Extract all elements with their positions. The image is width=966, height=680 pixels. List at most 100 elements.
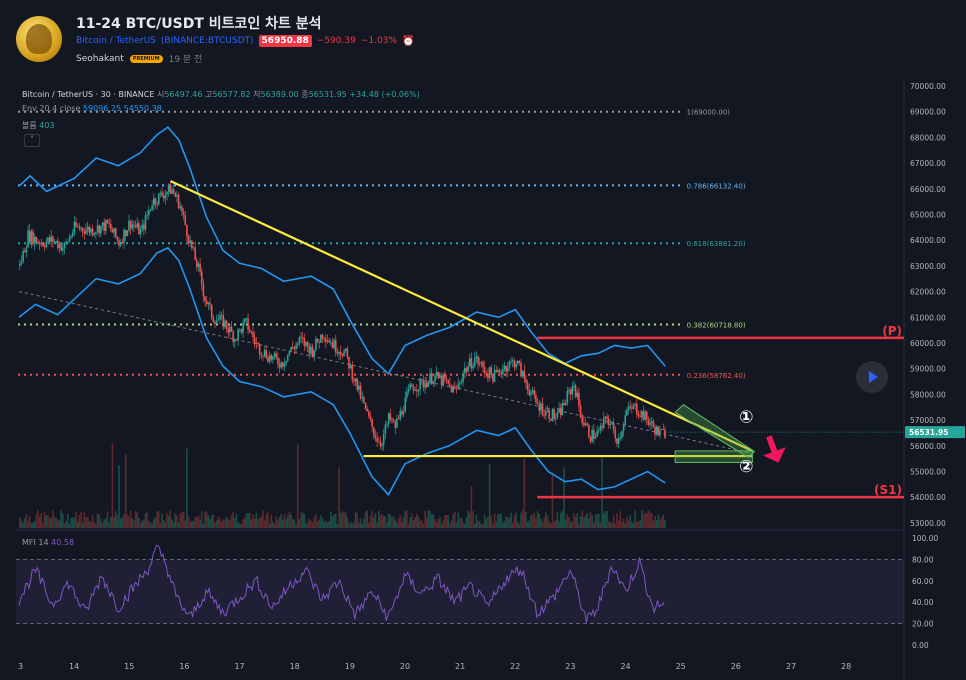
volume-bar (40, 513, 43, 528)
candle-body (169, 184, 172, 194)
alarm-clock-icon[interactable]: ⏰ (402, 35, 415, 47)
volume-bar (525, 512, 527, 528)
time-tick-label: 27 (786, 662, 796, 671)
volume-bar (597, 513, 600, 528)
candle-body (382, 433, 385, 445)
volume-bar (493, 513, 496, 528)
candle-body (597, 430, 600, 432)
candle-body (156, 203, 158, 205)
volume-bar (516, 521, 519, 528)
play-button[interactable] (856, 361, 888, 393)
volume-bar (368, 523, 370, 528)
volume-bar (533, 513, 536, 528)
volume-bar (475, 515, 478, 528)
candle-body (553, 409, 555, 419)
volume-bar (391, 516, 393, 528)
chevron-up-icon[interactable]: ˄ (24, 134, 40, 147)
candle-body (237, 329, 239, 340)
symbol-name-link[interactable]: Bitcoin / TetherUS (76, 36, 156, 46)
volume-bar (108, 522, 110, 528)
volume-bar (88, 520, 91, 528)
chart-area[interactable]: 70000.00 69000.00 68000.00 67000.00 66000.00… (16, 82, 966, 680)
candle-body (591, 429, 593, 442)
exchange-symbol-link[interactable]: (BINANCE:BTCUSDT) (160, 36, 254, 46)
candle-body (583, 422, 585, 426)
price-tick-label: 59000.00 (910, 365, 946, 374)
candle-body (134, 225, 137, 228)
volume-bar (182, 511, 185, 528)
candle-body (506, 367, 509, 372)
volume-bar (612, 515, 615, 528)
volume-bar (220, 521, 223, 528)
candle-body (245, 318, 248, 319)
volume-bar (144, 513, 147, 528)
candle-body (166, 191, 168, 195)
candle-body (121, 242, 124, 243)
volume-bar (459, 517, 461, 528)
last-price-tag (905, 426, 965, 439)
candle-body (151, 205, 153, 210)
candle-body (511, 360, 514, 362)
volume-bar (478, 520, 481, 528)
candle-body (346, 348, 349, 357)
volume-bar (28, 516, 31, 528)
volume-bar (111, 443, 114, 528)
mfi-value: 40.58 (51, 538, 75, 547)
volume-bar (78, 514, 81, 528)
candle-body (263, 350, 266, 356)
volume-bar (103, 519, 105, 528)
author-name[interactable]: Seohakant (76, 53, 124, 64)
volume-bar (329, 511, 332, 528)
volume-bar (286, 515, 289, 528)
volume-bar (401, 521, 403, 528)
volume-bar (384, 516, 387, 528)
time-tick-label: 21 (455, 662, 465, 671)
candle-body (143, 224, 145, 230)
volume-bar (452, 513, 455, 528)
env-lower-value: 54550.38 (123, 104, 162, 113)
volume-value: 403 (39, 121, 55, 130)
candle-body (229, 326, 231, 333)
price-chart-svg[interactable]: 70000.00 69000.00 68000.00 67000.00 66000.00… (16, 82, 966, 680)
env-label: Env 20.4 close (22, 104, 81, 113)
candle-body (243, 318, 246, 323)
candle-body (265, 350, 268, 359)
candle-body (52, 236, 54, 242)
volume-bar (93, 522, 96, 528)
candle-body (361, 397, 364, 399)
volume-bar (243, 517, 246, 528)
candle-body (179, 206, 182, 209)
candle-body (33, 236, 36, 245)
candle-body (614, 429, 617, 439)
price-tick-label: 68000.00 (910, 133, 946, 142)
candle-body (96, 225, 99, 233)
main-legend: Bitcoin / TetherUS · 30 · BINANCE 시56497… (22, 89, 420, 100)
candle-body (326, 340, 329, 342)
volume-bar (434, 519, 436, 528)
volume-bar (417, 516, 420, 528)
candle-body (637, 414, 640, 417)
candle-body (429, 373, 431, 382)
volume-bar (71, 517, 74, 528)
volume-bar (588, 518, 590, 528)
candle-body (533, 390, 536, 396)
volume-bar (282, 519, 284, 528)
volume-bar (554, 519, 557, 528)
author-avatar[interactable] (16, 16, 62, 62)
volume-bar (536, 511, 539, 528)
candle-body (503, 365, 506, 370)
volume-bar (288, 511, 291, 528)
candle-body (657, 426, 660, 436)
volume-bar (650, 513, 653, 528)
candle-body (272, 356, 274, 360)
volume-bar (468, 512, 471, 528)
candle-body (492, 374, 494, 382)
volume-bar (207, 515, 210, 528)
triangle-upper-trendline (170, 180, 753, 452)
fib-level-label: 0.618(63881.20) (687, 240, 746, 248)
time-tick-label: 26 (731, 662, 741, 671)
mfi-tick-label: 0.00 (912, 641, 929, 650)
volume-bar (550, 523, 552, 528)
volume-bar (181, 511, 183, 528)
volume-bar (511, 523, 514, 528)
